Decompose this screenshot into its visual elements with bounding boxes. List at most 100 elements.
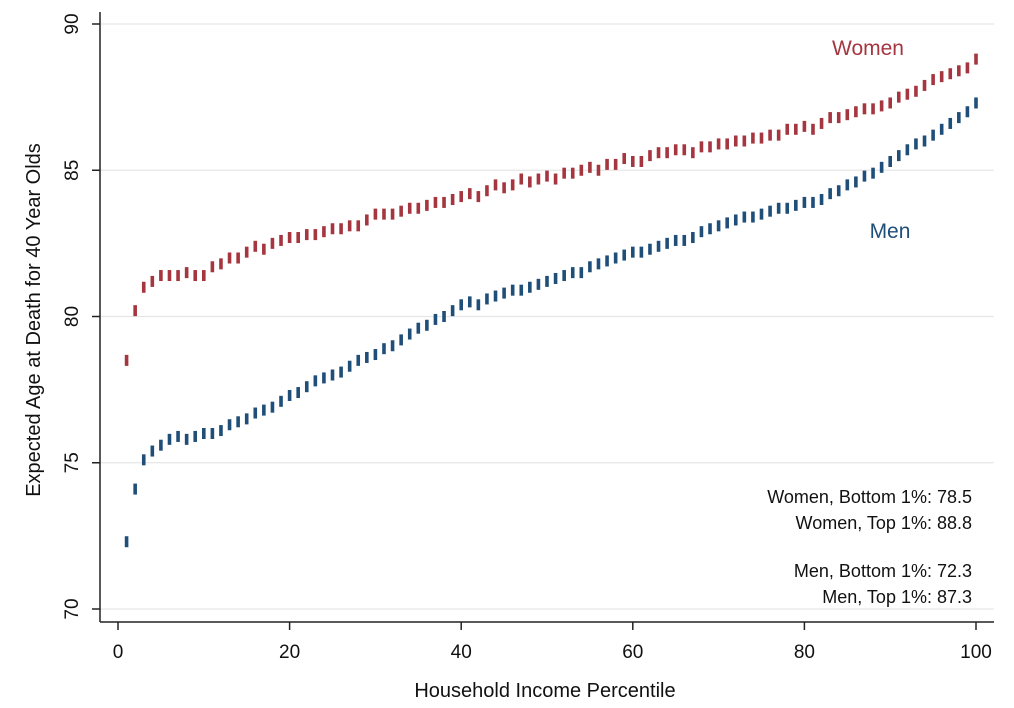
data-point <box>965 62 970 74</box>
data-point <box>802 120 807 132</box>
data-point <box>733 214 738 226</box>
data-point <box>442 196 446 208</box>
data-point <box>785 123 790 135</box>
y-tick-label: 85 <box>62 160 83 181</box>
data-point <box>236 416 240 428</box>
women-series <box>124 53 978 366</box>
data-point <box>673 234 678 246</box>
data-point <box>905 144 910 156</box>
data-point <box>304 381 309 393</box>
gridlines <box>100 23 994 610</box>
data-point <box>579 267 584 279</box>
data-point <box>682 144 687 156</box>
data-point <box>493 290 498 302</box>
data-point <box>322 372 326 384</box>
data-point <box>682 234 687 246</box>
data-point <box>373 208 378 220</box>
data-point <box>184 267 189 279</box>
data-point <box>836 112 841 124</box>
data-point <box>596 164 601 176</box>
data-point <box>399 205 403 217</box>
data-point <box>553 272 558 284</box>
data-point <box>244 246 249 258</box>
annotation-women-bottom: Women, Bottom 1%: 78.5 <box>767 487 972 507</box>
data-point <box>485 293 489 305</box>
data-point <box>751 132 755 144</box>
data-point <box>785 202 790 214</box>
data-point <box>622 153 627 165</box>
data-point <box>922 135 927 147</box>
x-tick-label: 80 <box>794 642 815 663</box>
data-point <box>854 106 858 118</box>
data-point <box>459 191 463 203</box>
data-point <box>742 211 747 223</box>
data-point <box>270 401 275 413</box>
data-point <box>425 319 429 331</box>
data-point <box>476 299 481 311</box>
data-point <box>879 161 884 173</box>
data-point <box>227 252 232 264</box>
data-point <box>150 445 155 457</box>
x-tick-label: 0 <box>113 642 124 663</box>
data-point <box>656 240 661 252</box>
data-point <box>467 188 472 200</box>
data-point <box>176 270 180 282</box>
data-point <box>776 129 781 141</box>
data-point <box>811 196 815 208</box>
data-point <box>236 252 240 264</box>
data-point <box>957 112 961 124</box>
data-point <box>150 275 155 287</box>
data-point <box>570 267 575 279</box>
data-point <box>699 226 704 238</box>
data-point <box>330 223 335 235</box>
data-point <box>802 196 807 208</box>
data-point <box>768 129 772 141</box>
data-point <box>759 208 764 220</box>
data-point <box>227 419 232 431</box>
men-series-label: Men <box>870 220 911 243</box>
annotation-men-top: Men, Top 1%: 87.3 <box>822 587 972 607</box>
data-point <box>828 188 832 200</box>
data-point <box>210 428 215 439</box>
data-point <box>373 349 378 361</box>
data-point <box>751 211 755 223</box>
data-point <box>425 199 429 211</box>
data-point <box>699 141 704 153</box>
data-point <box>605 255 609 267</box>
data-point <box>519 173 524 185</box>
data-point <box>828 112 832 124</box>
data-point <box>330 369 335 381</box>
data-point <box>450 194 455 205</box>
data-point <box>691 232 695 244</box>
data-point <box>836 185 841 197</box>
data-point <box>879 100 884 112</box>
data-point <box>502 287 506 299</box>
data-point <box>914 85 918 97</box>
data-point <box>356 220 361 232</box>
data-point <box>854 176 858 188</box>
data-point <box>304 229 309 241</box>
data-point <box>279 395 283 407</box>
data-point <box>922 79 927 91</box>
data-point <box>716 220 721 232</box>
data-point <box>665 237 669 249</box>
data-point <box>399 334 403 346</box>
data-point <box>519 284 524 296</box>
data-point <box>545 170 549 182</box>
men-series <box>124 97 978 548</box>
data-point <box>459 299 463 311</box>
data-point <box>141 454 146 466</box>
data-point <box>365 214 369 226</box>
data-point <box>365 351 369 363</box>
data-point <box>382 343 386 355</box>
data-point <box>167 433 172 445</box>
data-point <box>493 179 498 191</box>
data-point <box>725 138 729 150</box>
data-point <box>665 147 669 159</box>
data-point <box>296 387 300 399</box>
data-point <box>639 246 644 258</box>
x-tick-label: 40 <box>451 642 472 663</box>
data-point <box>957 65 961 77</box>
data-point <box>390 208 395 220</box>
y-tick-label: 75 <box>62 452 83 473</box>
